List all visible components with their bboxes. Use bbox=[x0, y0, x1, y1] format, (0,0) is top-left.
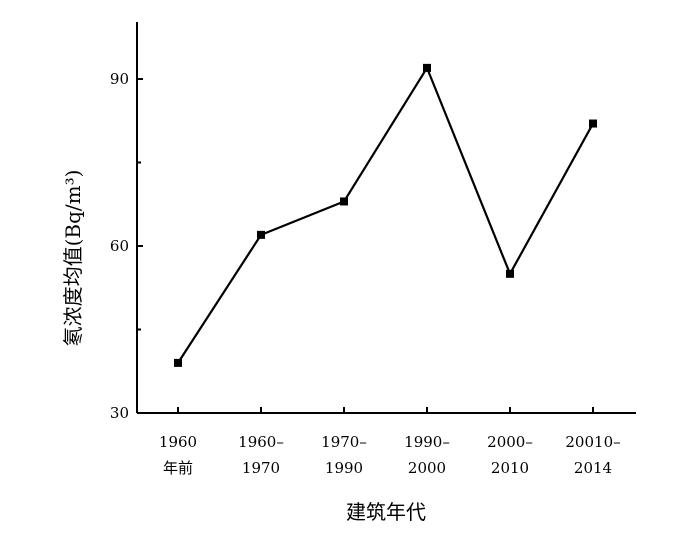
y-tick-label: 30 bbox=[110, 404, 129, 422]
data-point-marker bbox=[340, 197, 348, 206]
x-tick-label: 1960– 1970 bbox=[238, 433, 284, 477]
x-tick-label-line: 1960– bbox=[238, 433, 284, 451]
x-tick-label: 1970– 1990 bbox=[321, 433, 367, 477]
x-tick-label-line: 20010– bbox=[565, 433, 620, 451]
axes bbox=[136, 22, 636, 414]
y-axis-title: 氡浓度均值(Bq/m³) bbox=[61, 170, 85, 347]
x-tick-label: 1990– 2000 bbox=[404, 433, 450, 477]
x-tick-label-line: 2000– bbox=[487, 433, 533, 451]
x-tick-label: 2000– 2010 bbox=[487, 433, 533, 477]
x-tick-label-line: 1970– bbox=[321, 433, 367, 451]
data-point-marker bbox=[506, 269, 514, 278]
x-axis-title: 建筑年代 bbox=[346, 500, 426, 524]
series-line bbox=[177, 65, 594, 364]
data-point-marker bbox=[423, 63, 431, 72]
x-tick-label-line: 1990– bbox=[404, 433, 450, 451]
x-tick-label-line: 2000 bbox=[408, 459, 446, 477]
x-tick-label: 1960 年前 bbox=[159, 433, 197, 477]
data-point-marker bbox=[257, 230, 265, 239]
x-tick-label-line: 2010 bbox=[491, 459, 529, 477]
x-tick-label-line: 1960 bbox=[159, 433, 197, 451]
data-point-marker bbox=[174, 358, 182, 367]
data-point-marker bbox=[589, 119, 597, 128]
x-tick-label-line: 1970 bbox=[242, 459, 280, 477]
y-tick-label: 90 bbox=[110, 70, 129, 88]
x-tick-label: 20010– 2014 bbox=[565, 433, 620, 477]
y-axis-ticks: 30 60 90 bbox=[110, 70, 143, 422]
x-tick-label-line: 年前 bbox=[163, 459, 193, 477]
x-tick-label-line: 2014 bbox=[574, 459, 612, 477]
y-tick-label: 60 bbox=[110, 237, 129, 255]
series-group bbox=[174, 63, 597, 367]
x-tick-label-line: 1990 bbox=[325, 459, 363, 477]
